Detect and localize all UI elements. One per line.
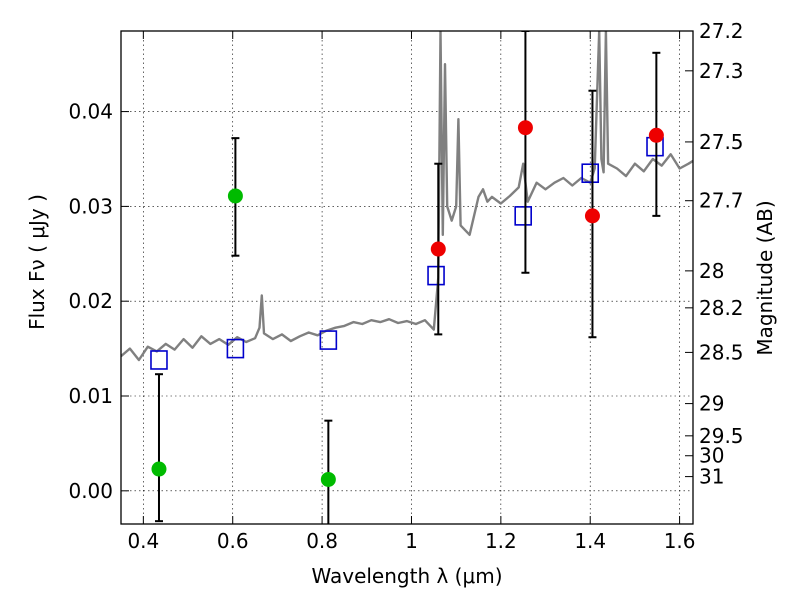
optical-data-point (320, 471, 336, 487)
x-tick-label: 1.2 (485, 529, 517, 553)
x-tick-label: 0.6 (217, 529, 249, 553)
mag-tick-label: 31 (699, 465, 724, 489)
mag-tick-label: 27.7 (699, 189, 744, 213)
nir-data-point (584, 208, 600, 224)
axis-ticks: 0.4 0.6 0.8 1 1.2 1.4 1.6 0.00 0.01 0.02 0.03 0.04 2… (68, 19, 743, 553)
mag-tick-label: 28.5 (699, 340, 744, 364)
x-tick-label: 1.6 (664, 529, 696, 553)
model-flux-square (427, 265, 445, 286)
mag-tick-label: 27.3 (699, 59, 744, 83)
y-axis-label: Flux Fν ( μJy ) (25, 194, 49, 330)
optical-data-point (151, 461, 167, 477)
mag-tick-label: 30 (699, 444, 724, 468)
y-tick-label: 0.02 (68, 289, 113, 313)
x-tick-label: 0.4 (127, 529, 159, 553)
mag-tick-label: 29.5 (699, 424, 744, 448)
x-tick-label: 0.8 (306, 529, 338, 553)
plot-frame (120, 30, 694, 525)
plot-area (121, 31, 693, 524)
x-tick-label: 1.4 (574, 529, 606, 553)
nir-data-point (517, 120, 533, 136)
x-tick-label: 1 (405, 529, 418, 553)
model-flux-square (150, 350, 168, 370)
y-tick-label: 0.03 (68, 194, 113, 218)
mag-tick-label: 28 (699, 259, 724, 283)
grid-lines (121, 31, 693, 524)
y-axis-right-label: Magnitude (AB) (753, 200, 777, 355)
mag-tick-label: 27.2 (699, 19, 744, 43)
model-flux-square (226, 338, 245, 359)
model-flux-square (319, 330, 338, 350)
y-tick-label: 0.04 (68, 100, 113, 124)
nir-data-point (430, 241, 446, 257)
model-flux-square (581, 163, 600, 184)
mag-tick-label: 27.5 (699, 130, 744, 154)
mag-tick-label: 28.2 (699, 296, 744, 320)
mag-tick-label: 29 (699, 392, 724, 416)
model-flux-square (514, 206, 532, 226)
nir-data-point (648, 127, 664, 143)
x-axis-label: Wavelength λ (μm) (311, 564, 502, 588)
y-tick-label: 0.00 (68, 479, 113, 503)
optical-data-point (227, 188, 243, 204)
y-tick-label: 0.01 (68, 384, 113, 408)
spectrum-line (121, 31, 693, 362)
